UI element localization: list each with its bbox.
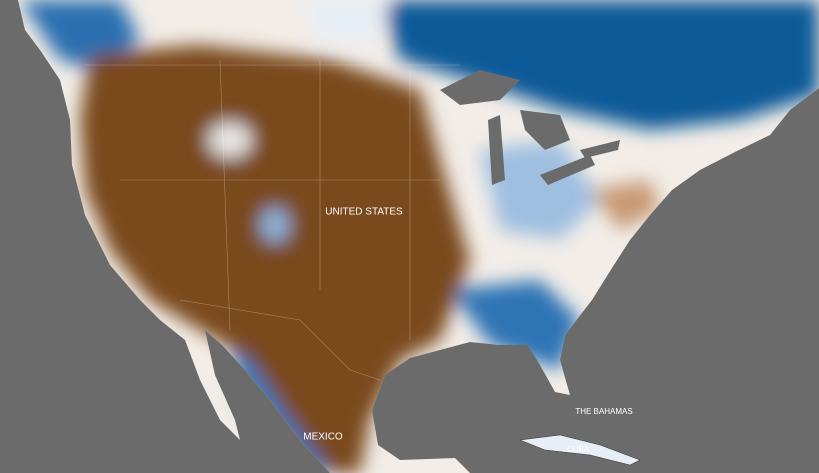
state-borders <box>85 59 460 381</box>
dry-west <box>80 45 470 473</box>
dry-east <box>590 180 660 230</box>
wet-northwest <box>20 0 140 70</box>
border <box>179 299 381 381</box>
border <box>120 59 440 340</box>
lake-ontario <box>580 140 620 158</box>
lake-michigan <box>488 115 505 185</box>
country-label: UNITED STATES <box>325 207 403 218</box>
lake-superior <box>440 70 520 105</box>
lake-erie <box>540 155 595 185</box>
moist-patch <box>260 207 290 243</box>
neutral-north <box>300 0 390 40</box>
lake-huron <box>520 110 570 150</box>
country-label: THE BAHAMAS <box>575 407 632 416</box>
wet-northeast <box>380 0 819 130</box>
cuba <box>519 434 641 466</box>
country-label: MEXICO <box>303 432 343 443</box>
country-label: CUBA <box>567 445 590 454</box>
neutral-patch <box>208 122 252 158</box>
wet-southeast <box>450 280 580 370</box>
